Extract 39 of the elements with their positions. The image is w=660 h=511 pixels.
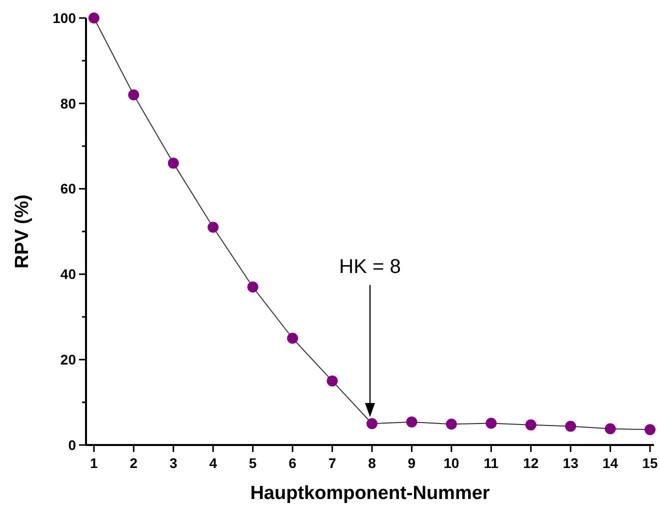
point <box>326 375 338 386</box>
x-tick-label: 1 <box>90 455 98 471</box>
y-tick-label: 0 <box>68 436 76 453</box>
x-tick-label: 9 <box>408 455 416 471</box>
x-tick-label: 10 <box>444 455 460 471</box>
point <box>604 423 616 434</box>
point <box>644 424 656 436</box>
x-tick-label: 8 <box>368 455 376 471</box>
x-axis-title: Hauptkomponent-Nummer <box>250 483 490 504</box>
point <box>565 420 576 432</box>
x-tick-label: 2 <box>130 455 138 471</box>
y-tick-label: 80 <box>60 95 76 112</box>
point <box>247 282 258 293</box>
point <box>287 332 298 344</box>
x-tick-label: 6 <box>288 455 297 471</box>
point <box>446 418 457 430</box>
point <box>128 89 140 100</box>
y-tick-label: 100 <box>52 10 76 26</box>
x-tick-label: 4 <box>209 455 218 471</box>
point <box>525 419 536 430</box>
x-tick-label: 14 <box>602 455 618 471</box>
x-tick-label: 11 <box>484 455 499 471</box>
y-axis-title: RPV (%) <box>12 194 33 268</box>
y-tick-label: 20 <box>60 352 76 368</box>
y-tick-label: 60 <box>60 180 76 197</box>
x-tick-label: 13 <box>562 455 579 471</box>
point <box>406 416 418 428</box>
x-tick-label: 5 <box>248 455 257 471</box>
point <box>88 12 100 24</box>
y-tick-label: 40 <box>60 266 76 282</box>
x-tick-label: 3 <box>169 455 178 471</box>
x-tick-label: 7 <box>328 455 336 471</box>
point <box>486 418 497 429</box>
point <box>208 222 219 233</box>
x-tick-label: 15 <box>642 455 658 471</box>
annotation: HK = 8 <box>339 256 401 278</box>
point <box>366 418 378 430</box>
x-tick-label: 12 <box>523 455 539 471</box>
point <box>168 158 179 169</box>
